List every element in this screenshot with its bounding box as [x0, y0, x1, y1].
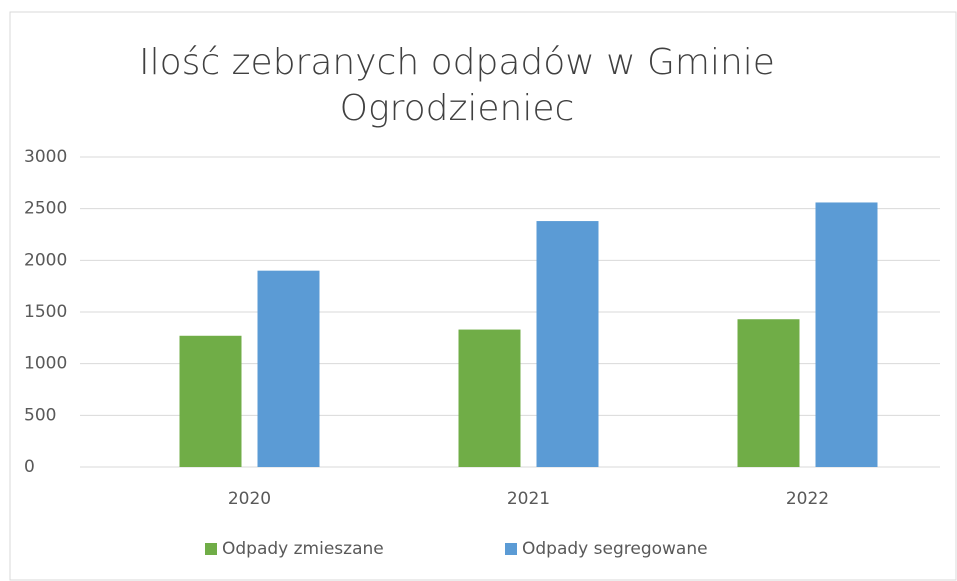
- x-tick-label: 2022: [786, 489, 829, 509]
- bar: [179, 335, 242, 467]
- y-tick-label: 1500: [24, 302, 67, 322]
- bar: [737, 319, 800, 467]
- chart-title: Ilość zebranych odpadów w Gminie Ogrodzi…: [139, 42, 775, 129]
- legend-swatch: [205, 543, 217, 555]
- x-tick-label: 2021: [507, 489, 550, 509]
- y-tick-label: 2500: [24, 199, 67, 219]
- legend-label: Odpady zmieszane: [222, 539, 384, 559]
- y-tick-label: 500: [24, 405, 56, 425]
- y-tick-label: 0: [24, 457, 35, 477]
- chart-frame: [9, 11, 957, 581]
- bar: [458, 329, 521, 467]
- bar: [815, 202, 878, 467]
- legend-swatch: [505, 543, 517, 555]
- y-tick-label: 2000: [24, 250, 67, 270]
- x-tick-label: 2020: [228, 489, 271, 509]
- bar: [536, 221, 599, 467]
- y-tick-label: 1000: [24, 354, 67, 374]
- y-tick-label: 3000: [24, 147, 67, 167]
- bar: [257, 270, 320, 467]
- legend-label: Odpady segregowane: [522, 539, 708, 559]
